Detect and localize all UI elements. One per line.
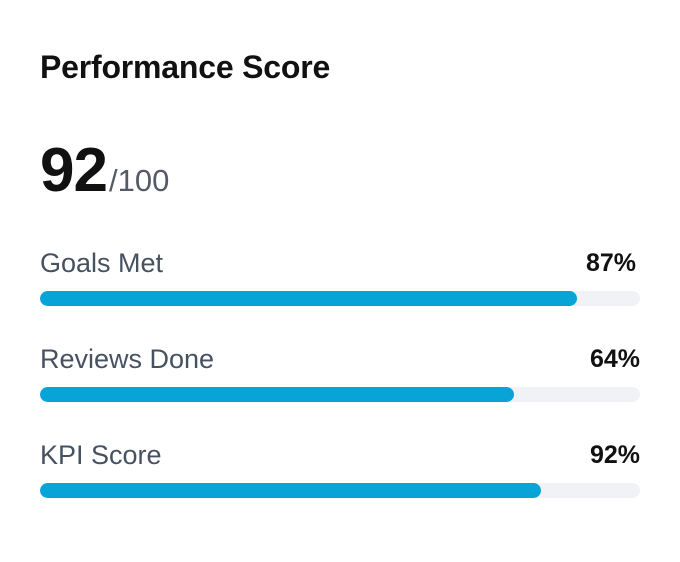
metric-value: 87% [585,249,636,277]
progress-fill [40,387,514,402]
card-title: Performance Score [40,49,331,85]
progress-track [40,483,640,498]
metric-label: Reviews Done [40,344,215,374]
metric-reviews-done: Reviews Done 64% [40,341,640,411]
score-max: /100 [108,163,170,198]
progress-track [40,387,640,402]
metric-value: 64% [589,345,640,373]
metric-kpi-score: KPI Score 92% [40,437,640,507]
progress-track [40,291,640,306]
progress-fill [40,291,577,306]
score-value: 92 [40,136,108,205]
metric-label: KPI Score [40,440,162,470]
progress-fill [40,483,541,498]
overall-score: 92 /100 [40,136,169,206]
metric-label: Goals Met [40,248,164,278]
metric-goals-met: Goals Met 87% [40,245,640,315]
metric-value: 92% [589,441,640,469]
